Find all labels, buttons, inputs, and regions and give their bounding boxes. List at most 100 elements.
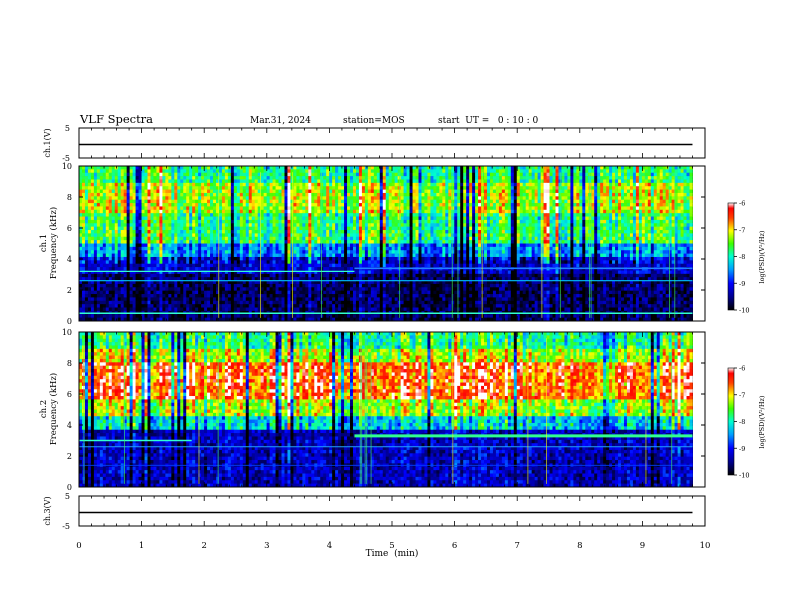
spectrogram-cell <box>406 186 410 190</box>
spectrogram-cell <box>430 186 434 190</box>
spectrogram-cell <box>531 172 535 177</box>
spectrogram-cell <box>463 203 467 207</box>
spectrogram-cell <box>492 230 497 234</box>
spectrogram-cell <box>347 209 351 214</box>
spectrogram-cell <box>507 196 512 201</box>
spectrogram-cell <box>400 213 404 217</box>
spectrogram-cell <box>537 240 541 244</box>
spectrogram-cell <box>344 166 348 170</box>
spectrogram-cell <box>677 199 681 204</box>
spectrogram-cell <box>522 233 527 238</box>
spectrogram-cell <box>159 166 163 170</box>
spectrogram-cell <box>656 226 661 231</box>
spectrogram-cell <box>543 219 547 224</box>
spectrogram-cell <box>561 189 565 194</box>
spectrogram-cell <box>522 203 527 207</box>
spectrogram-cell <box>224 189 229 194</box>
spectrogram-cell <box>531 236 535 241</box>
spectrogram-cell <box>254 196 259 201</box>
spectrogram-cell <box>96 196 101 201</box>
spectrogram-cell <box>96 236 101 241</box>
spectrogram-cell <box>210 169 214 174</box>
spectrogram-cell <box>373 219 378 224</box>
spectrogram-cell <box>275 176 279 180</box>
spectrogram-cell <box>150 246 154 251</box>
spectrogram-cell <box>123 226 127 231</box>
spectrogram-cell <box>689 236 693 241</box>
spectrogram-cell <box>573 206 577 211</box>
spectrogram-cell <box>305 209 309 214</box>
spectrogram-cell <box>629 240 634 244</box>
spectrogram-cell <box>251 179 256 184</box>
spectrogram-cell <box>379 172 384 177</box>
spectrogram-cell <box>183 186 187 190</box>
spectrogram-cell <box>263 192 267 197</box>
spectrogram-cell <box>236 189 241 194</box>
spectrogram-cell <box>671 189 675 194</box>
spectrogram-cell <box>165 243 169 248</box>
spectrogram-cell <box>335 189 339 194</box>
spectrogram-cell <box>177 203 181 207</box>
spectrogram-cell <box>213 243 217 248</box>
spectrogram-cell <box>132 246 136 251</box>
spectrogram-cell <box>168 240 172 244</box>
spectrogram-cell <box>576 199 580 204</box>
spectrogram-cell <box>573 213 577 217</box>
spectrogram-cell <box>132 196 136 201</box>
spectrogram-cell <box>641 223 646 227</box>
spectrogram-cell <box>623 196 628 201</box>
spectrogram-cell <box>114 203 119 207</box>
spectrogram-cell <box>653 182 658 187</box>
spectrogram-cell <box>534 216 538 221</box>
spectrogram-cell <box>141 169 145 174</box>
spectrogram-cell <box>376 236 381 241</box>
spectrogram-cell <box>385 236 390 241</box>
spectrogram-cell <box>612 192 616 197</box>
spectrogram-cell <box>454 233 458 238</box>
spectrogram-cell <box>314 243 318 248</box>
spectrogram-cell <box>159 219 163 224</box>
spectrogram-cell <box>498 236 503 241</box>
spectrogram-cell <box>451 216 455 221</box>
spectrogram-cell <box>418 219 422 224</box>
spectrogram-cell <box>659 219 664 224</box>
spectrogram-cell <box>501 216 506 221</box>
spectrogram-cell <box>489 182 494 187</box>
spectrogram-cell <box>138 203 142 207</box>
spectrogram-cell <box>400 179 404 184</box>
spectrogram-cell <box>469 189 473 194</box>
spectrogram-cell <box>248 216 253 221</box>
spectrogram-cell <box>156 213 160 217</box>
spectrogram-cell <box>278 219 282 224</box>
spectrogram-cell <box>224 213 229 217</box>
spectrogram-cell <box>117 230 122 234</box>
spectrogram-cell <box>597 209 601 214</box>
spectrogram-cell <box>388 176 393 180</box>
spectrogram-cell <box>594 219 598 224</box>
spectrogram-cell <box>567 189 571 194</box>
spectrogram-cell <box>168 172 172 177</box>
spectrogram-cell <box>156 219 160 224</box>
spectrogram-cell <box>585 226 589 231</box>
spectrogram-cell <box>484 216 488 221</box>
spectrogram-cell <box>254 192 259 197</box>
spectrogram-cell <box>606 213 610 217</box>
spectrogram-cell <box>355 223 360 227</box>
spectrogram-cell <box>379 192 384 197</box>
spectrogram-cell <box>338 236 342 241</box>
spectrogram-cell <box>126 179 130 184</box>
spectrogram-cell <box>290 192 294 197</box>
spectrogram-cell <box>650 203 655 207</box>
spectrogram-cell <box>332 206 336 211</box>
spectrogram-cell <box>138 176 142 180</box>
spectrogram-cell <box>463 176 467 180</box>
spectrogram-cell <box>81 186 86 190</box>
spectrogram-cell <box>213 223 217 227</box>
spectrogram-cell <box>162 196 166 201</box>
spectrogram-cell <box>475 172 479 177</box>
spectrogram-cell <box>153 203 157 207</box>
spectrogram-cell <box>183 196 187 201</box>
spectrogram-cell <box>647 206 652 211</box>
spectrogram-cell <box>358 223 363 227</box>
